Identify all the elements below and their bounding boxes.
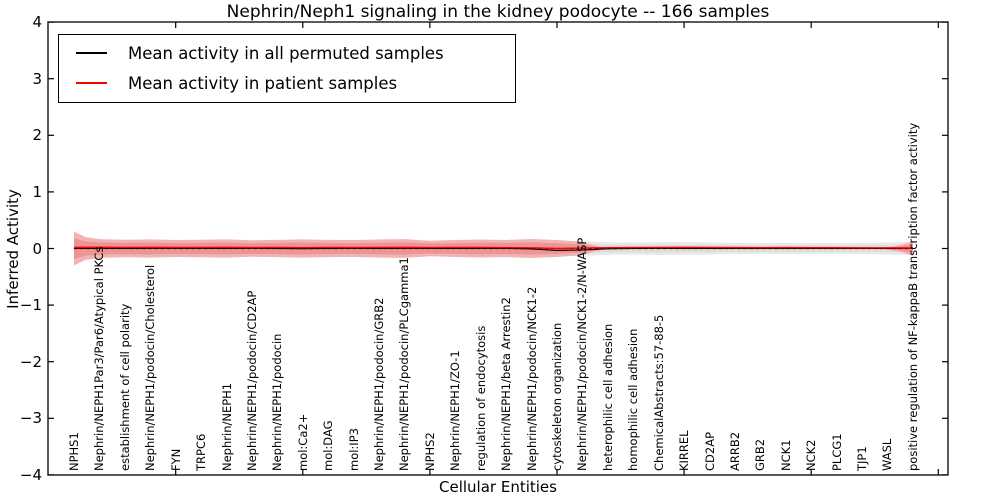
x-tick-label: FYN (168, 448, 183, 471)
x-tick-label: TRPC6 (194, 433, 209, 471)
x-tick-label: Nephrin/NEPH1 (219, 382, 234, 471)
y-tick-label: 0 (32, 239, 42, 258)
x-tick-label: ARRB2 (727, 431, 742, 471)
x-tick-label: KIRREL (677, 430, 692, 471)
x-tick-label: Nephrin/NEPH1Par3/Par6/Atypical PKCs (92, 246, 107, 471)
y-tick-label: 1 (32, 182, 42, 201)
x-tick-label: NPHS1 (67, 432, 81, 471)
y-tick-label: −1 (19, 296, 42, 315)
x-tick-label: PLCG1 (829, 433, 844, 471)
x-tick-label: ChemicalAbstracts:57-88-5 (651, 314, 666, 471)
x-tick-label: heterophilic cell adhesion (600, 323, 615, 471)
x-tick-label: establishment of cell polarity (117, 303, 132, 471)
x-tick-label: GRB2 (753, 438, 768, 471)
y-tick-label: 2 (32, 126, 42, 145)
legend-line-swatch (76, 52, 107, 54)
legend-item: Mean activity in all permuted samples (59, 38, 515, 68)
x-tick-label: Nephrin/NEPH1/podocin/PLCgamma1 (397, 257, 412, 471)
x-tick-label: cytoskeleton organization (549, 322, 564, 471)
x-tick-label: Nephrin/NEPH1/podocin/CD2AP (244, 290, 259, 471)
y-tick-label: −3 (19, 409, 42, 428)
x-tick-label: mol:DAG (321, 420, 336, 471)
y-tick-label: −2 (19, 352, 42, 371)
x-tick-label: WASL (880, 438, 895, 471)
series-line-permuted (73, 247, 913, 252)
legend-label: Mean activity in all permuted samples (128, 43, 444, 63)
y-tick-label: 4 (32, 13, 42, 32)
x-tick-label: Nephrin/NEPH1/podocin/NCK1-2 (524, 286, 539, 471)
x-tick-label: CD2AP (702, 431, 717, 471)
x-tick-label: positive regulation of NF-kappaB transcr… (905, 122, 920, 471)
x-axis-label: Cellular Entities (439, 478, 557, 496)
x-tick-label: mol:IP3 (346, 428, 361, 471)
legend-item: Mean activity in patient samples (59, 68, 515, 98)
x-tick-label: Nephrin/NEPH1/podocin/Cholesterol (143, 264, 158, 471)
x-tick-label: NCK1 (778, 439, 793, 472)
x-tick-label: Nephrin/NEPH1/podocin (270, 333, 285, 471)
x-tick-label: homophilic cell adhesion (626, 328, 641, 471)
x-tick-label: regulation of endocytosis (473, 325, 488, 471)
series-line-patient (73, 246, 913, 250)
x-tick-label: Nephrin/NEPH1/ZO-1 (448, 350, 463, 471)
x-tick-label: Nephrin/NEPH1/podocin/NCK1-2/N-WASP (575, 237, 590, 471)
chart-title: Nephrin/Neph1 signaling in the kidney po… (226, 2, 770, 22)
y-tick-label: −4 (19, 465, 42, 484)
x-tick-label: Nephrin/NEPH1/podocin/GRB2 (372, 297, 387, 471)
x-tick-label: TJP1 (855, 446, 870, 471)
x-tick-label: Nephrin/NEPH1/beta Arrestin2 (499, 297, 514, 471)
x-tick-label: NCK2 (804, 439, 819, 472)
x-tick-label: mol:Ca2+ (295, 413, 310, 471)
legend-label: Mean activity in patient samples (128, 73, 398, 93)
legend-line-swatch (76, 82, 107, 84)
y-tick-label: 3 (32, 69, 42, 88)
x-tick-label: NPHS2 (422, 432, 437, 471)
legend: Mean activity in all permuted samples Mea… (58, 34, 516, 103)
